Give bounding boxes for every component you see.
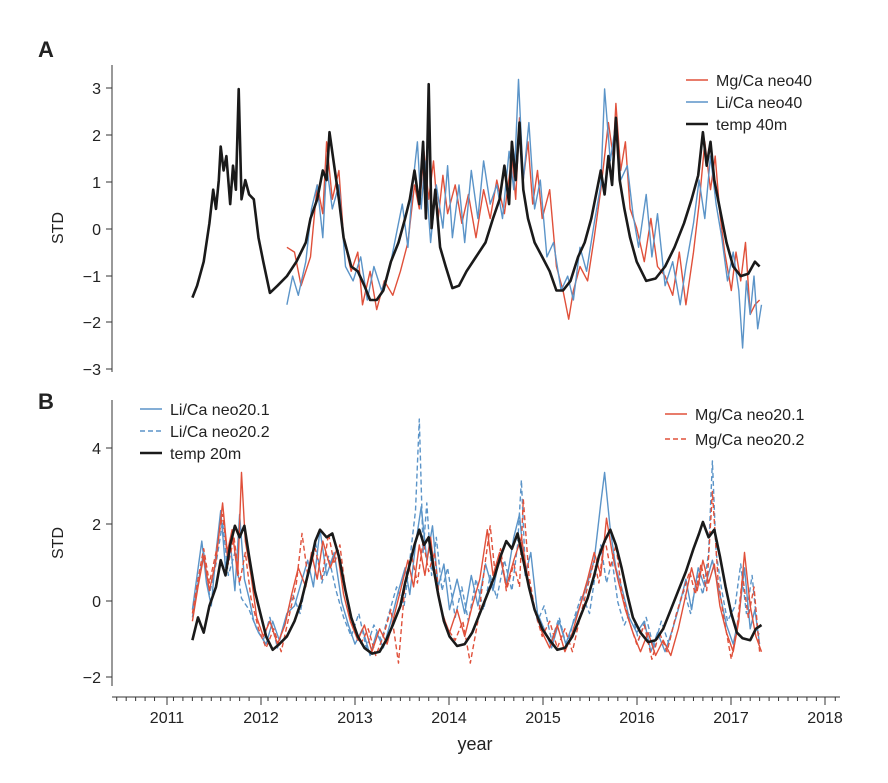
legend-b-left: Li/Ca neo20.1 Li/Ca neo20.2 temp 20m bbox=[140, 402, 270, 463]
ytick-a-3: 3 bbox=[92, 81, 101, 98]
x-axis-title: year bbox=[457, 734, 492, 754]
series-line-b-temp-20m bbox=[191, 520, 763, 655]
legend-b-li2: Li/Ca neo20.2 bbox=[170, 424, 270, 441]
xtick-2012: 2012 bbox=[243, 710, 279, 727]
ytick-b-m2: −2 bbox=[83, 670, 101, 687]
ytick-a-m3: −3 bbox=[83, 362, 101, 379]
ytick-a-1: 1 bbox=[92, 175, 101, 192]
panel-a-plot bbox=[191, 78, 763, 349]
legend-a-li: Li/Ca neo40 bbox=[716, 95, 802, 112]
legend-b-li1: Li/Ca neo20.1 bbox=[170, 402, 270, 419]
series-line-b-mg-ca-neo20-2 bbox=[191, 490, 761, 664]
legend-b-mg1: Mg/Ca neo20.1 bbox=[695, 407, 805, 424]
legend-b-temp: temp 20m bbox=[170, 446, 241, 463]
panel-a-yaxis: 3 2 1 0 −1 −2 −3 bbox=[83, 65, 113, 379]
xtick-2015: 2015 bbox=[525, 710, 561, 727]
series-line-b-li-ca-neo20-1 bbox=[191, 471, 761, 657]
legend-a: Mg/Ca neo40 Li/Ca neo40 temp 40m bbox=[686, 73, 812, 134]
ytick-b-2: 2 bbox=[92, 517, 101, 534]
panel-b-plot bbox=[191, 418, 763, 664]
xtick-2018: 2018 bbox=[807, 710, 843, 727]
legend-a-mg: Mg/Ca neo40 bbox=[716, 73, 812, 90]
panel-b-label: B bbox=[38, 389, 54, 414]
panel-a-ylabel: STD bbox=[50, 212, 67, 244]
x-minor-ticks bbox=[116, 697, 836, 701]
ytick-a-2: 2 bbox=[92, 128, 101, 145]
xtick-2013: 2013 bbox=[337, 710, 373, 727]
xtick-2011: 2011 bbox=[150, 710, 185, 727]
series-line-a-temp-40m bbox=[191, 82, 761, 302]
series-line-b-mg-ca-neo20-1 bbox=[191, 471, 763, 657]
xtick-2014: 2014 bbox=[431, 710, 467, 727]
legend-b-mg2: Mg/Ca neo20.2 bbox=[695, 432, 805, 449]
xtick-2016: 2016 bbox=[619, 710, 655, 727]
ytick-a-m2: −2 bbox=[83, 315, 101, 332]
ytick-a-m1: −1 bbox=[83, 269, 101, 286]
panel-b-ylabel: STD bbox=[50, 527, 67, 559]
ytick-b-4: 4 bbox=[92, 441, 101, 458]
legend-a-temp: temp 40m bbox=[716, 117, 787, 134]
series-line-a-li-ca-neo40 bbox=[286, 78, 763, 349]
legend-b-right: Mg/Ca neo20.1 Mg/Ca neo20.2 bbox=[665, 407, 805, 449]
panel-a-label: A bbox=[38, 37, 54, 62]
xtick-2017: 2017 bbox=[713, 710, 749, 727]
x-axis: 2011 2012 2013 2014 2015 2016 2017 2018 … bbox=[112, 696, 843, 754]
ytick-b-0: 0 bbox=[92, 594, 101, 611]
panel-b-yaxis: 4 2 0 −2 bbox=[83, 400, 113, 687]
ytick-a-0: 0 bbox=[92, 222, 101, 239]
